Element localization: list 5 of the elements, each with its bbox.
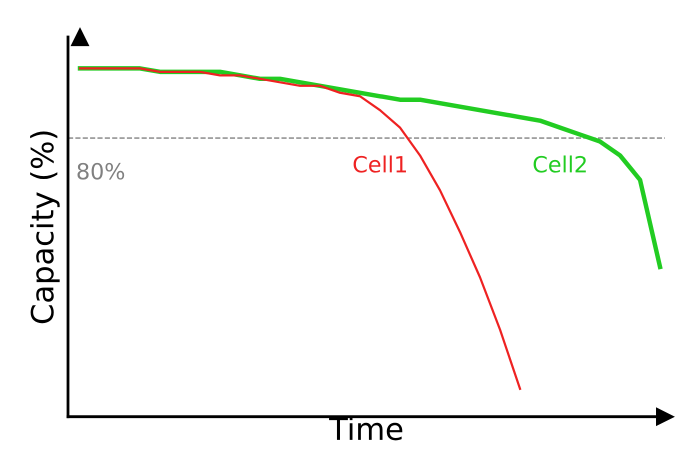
y-axis-title: Capacity (%) xyxy=(30,131,60,324)
series-label: Cell1 xyxy=(354,155,406,173)
series-label: Cell2 xyxy=(534,155,586,173)
ref-line-label: 80% xyxy=(78,162,124,180)
x-axis-title: Time xyxy=(329,416,402,440)
